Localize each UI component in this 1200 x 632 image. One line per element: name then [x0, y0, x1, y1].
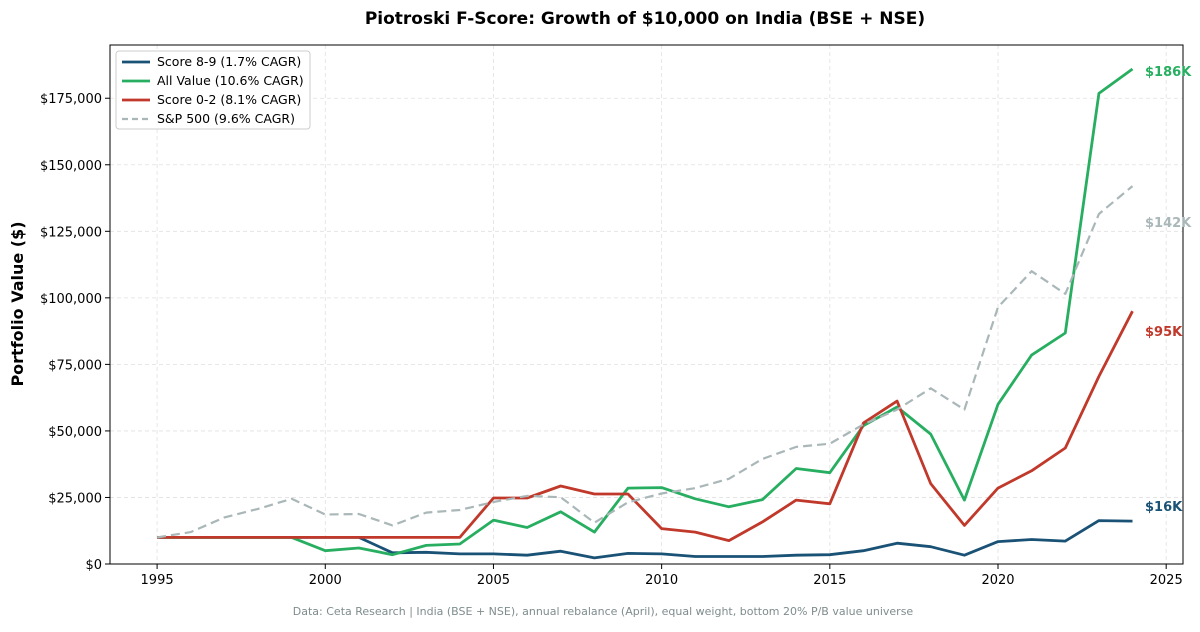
legend-label: S&P 500 (9.6% CAGR) [157, 111, 295, 126]
x-tick-label: 2010 [645, 573, 678, 588]
x-tick-label: 1995 [141, 573, 174, 588]
plot-frame [109, 44, 1184, 565]
chart-title: Piotroski F-Score: Growth of $10,000 on … [365, 9, 925, 29]
x-tick-label: 2000 [309, 573, 342, 588]
legend-label: Score 8-9 (1.7% CAGR) [157, 54, 301, 69]
series-line-2 [157, 310, 1134, 542]
x-tick-label: 2015 [813, 573, 846, 588]
axes: 1995 2000 2005 2010 2015 2020 2025 $0 $25,000 $50… [40, 44, 1184, 588]
y-tick-label: $75,000 [48, 358, 102, 373]
y-tick-label: $25,000 [48, 491, 102, 506]
x-tick-label: 2025 [1150, 573, 1183, 588]
legend-label: All Value (10.6% CAGR) [157, 73, 304, 88]
legend-box [115, 50, 311, 130]
y-tick-label: $150,000 [40, 159, 102, 174]
series-line-0 [157, 519, 1133, 560]
y-tick-label: $100,000 [40, 292, 102, 307]
y-tick-label: $125,000 [40, 225, 102, 240]
y-axis-label: Portfolio Value ($) [8, 221, 27, 386]
series-line-3 [156, 185, 1134, 539]
end-label: $16K [1145, 500, 1183, 515]
y-tick-label: $0 [85, 558, 102, 573]
x-tick-label: 2020 [981, 573, 1014, 588]
footnote: Data: Ceta Research | India (BSE + NSE),… [293, 605, 914, 618]
legend-label: Score 0-2 (8.1% CAGR) [157, 92, 301, 107]
x-tick-label: 2005 [477, 573, 510, 588]
series-line-1 [157, 67, 1134, 557]
series-lines [156, 67, 1134, 560]
end-label: $186K [1145, 65, 1192, 80]
legend: Score 8-9 (1.7% CAGR) All Value (10.6% CA… [115, 50, 311, 130]
y-tick-label: $50,000 [48, 425, 102, 440]
end-label: $95K [1145, 325, 1183, 340]
end-label: $142K [1145, 216, 1192, 231]
y-tick-label: $175,000 [40, 92, 102, 107]
end-labels: $16K $186K $95K $142K [1145, 65, 1192, 515]
